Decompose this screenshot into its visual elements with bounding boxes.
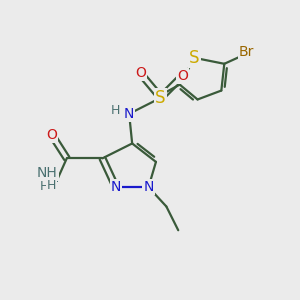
Text: H: H bbox=[40, 180, 49, 193]
Text: N: N bbox=[111, 180, 121, 194]
Text: NH: NH bbox=[37, 166, 58, 180]
Text: O: O bbox=[46, 128, 57, 142]
Text: O: O bbox=[136, 66, 146, 80]
Text: N: N bbox=[48, 171, 59, 184]
Text: H: H bbox=[111, 104, 121, 117]
Text: Br: Br bbox=[239, 45, 254, 59]
Text: S: S bbox=[155, 89, 166, 107]
Text: H: H bbox=[46, 178, 56, 192]
Text: N: N bbox=[143, 180, 154, 194]
Text: O: O bbox=[177, 69, 188, 83]
Text: S: S bbox=[189, 49, 200, 67]
Text: N: N bbox=[124, 107, 134, 121]
